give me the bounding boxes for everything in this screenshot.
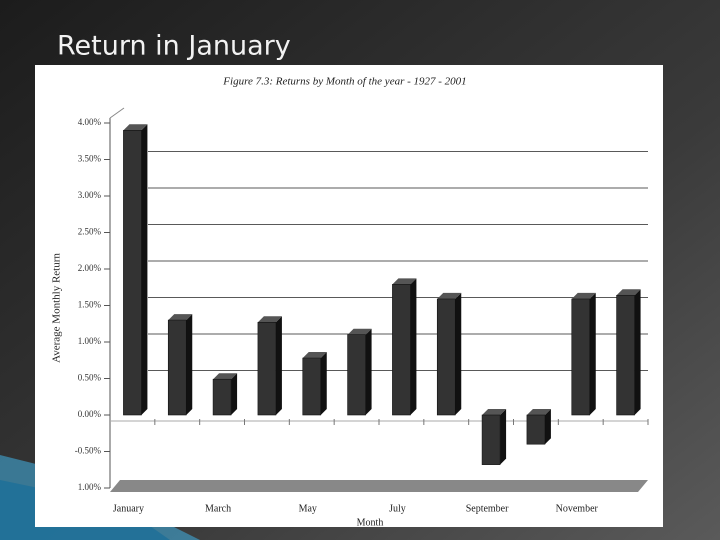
bar-top <box>526 409 551 415</box>
bar-top <box>347 328 372 335</box>
y-axis-label: Average Monthly Return <box>51 253 63 363</box>
bar-side <box>544 409 551 445</box>
y-tick-label: 3.00% <box>78 190 102 200</box>
y-tick-label: 0.50% <box>78 373 102 383</box>
y-tick-label: 1.50% <box>78 300 102 310</box>
x-tick-label: November <box>556 503 599 514</box>
bar <box>123 130 142 416</box>
x-tick-label: September <box>466 503 509 514</box>
bar-side <box>410 278 417 415</box>
y-tick-label: 1.00% <box>78 336 102 346</box>
bar-side <box>275 316 282 415</box>
bar-side <box>141 124 148 416</box>
y-tick-label: 2.00% <box>78 263 102 273</box>
bar <box>616 294 635 416</box>
bar-top <box>123 124 148 131</box>
bar-top <box>213 373 238 380</box>
plot: 4.00% 3.50% 3.00% 2.50% 2.00% 1.50% 1.00% 0.50%… <box>75 107 649 514</box>
slide-title: Return in January <box>57 31 291 62</box>
y-tick-label: 0.00% <box>78 409 102 419</box>
y-tick-label: -0.50% <box>75 446 102 456</box>
bar-top <box>168 314 193 321</box>
bar-side <box>500 409 507 465</box>
bar-side <box>589 292 596 415</box>
x-tick-label: March <box>205 503 231 514</box>
x-axis-label: Month <box>357 517 384 528</box>
bar-top <box>616 289 641 296</box>
bar <box>392 284 411 416</box>
bar-side <box>231 373 238 415</box>
y-tick-label: 2.50% <box>78 227 102 237</box>
y-tick-label: 4.00% <box>78 117 102 127</box>
bar <box>212 378 232 416</box>
bar-top <box>302 352 327 359</box>
x-tick-label: January <box>113 503 144 514</box>
bar <box>347 334 366 416</box>
bar-top <box>392 278 417 285</box>
y-axis-3d <box>109 107 125 119</box>
bar-side <box>320 352 327 415</box>
x-tick-label: May <box>299 503 317 514</box>
bar-side <box>634 289 641 415</box>
bar-side <box>455 292 462 415</box>
floor <box>110 480 648 492</box>
bar-top <box>257 316 282 323</box>
bar <box>436 298 456 416</box>
y-tick-label: 1.00% <box>78 482 102 492</box>
chart-title: Figure 7.3: Returns by Month of the year… <box>222 76 466 88</box>
y-tick-label: 3.50% <box>78 154 102 164</box>
bar <box>571 298 591 416</box>
x-tick-label: July <box>389 503 406 514</box>
bar-side <box>365 328 372 415</box>
bar-top <box>437 292 462 299</box>
bar <box>526 414 546 445</box>
bar <box>257 321 277 416</box>
bar-side <box>186 314 193 415</box>
bar <box>481 414 501 465</box>
bar <box>302 357 322 416</box>
bar-top <box>482 409 507 415</box>
bar <box>167 319 187 416</box>
bar-top <box>571 292 596 299</box>
